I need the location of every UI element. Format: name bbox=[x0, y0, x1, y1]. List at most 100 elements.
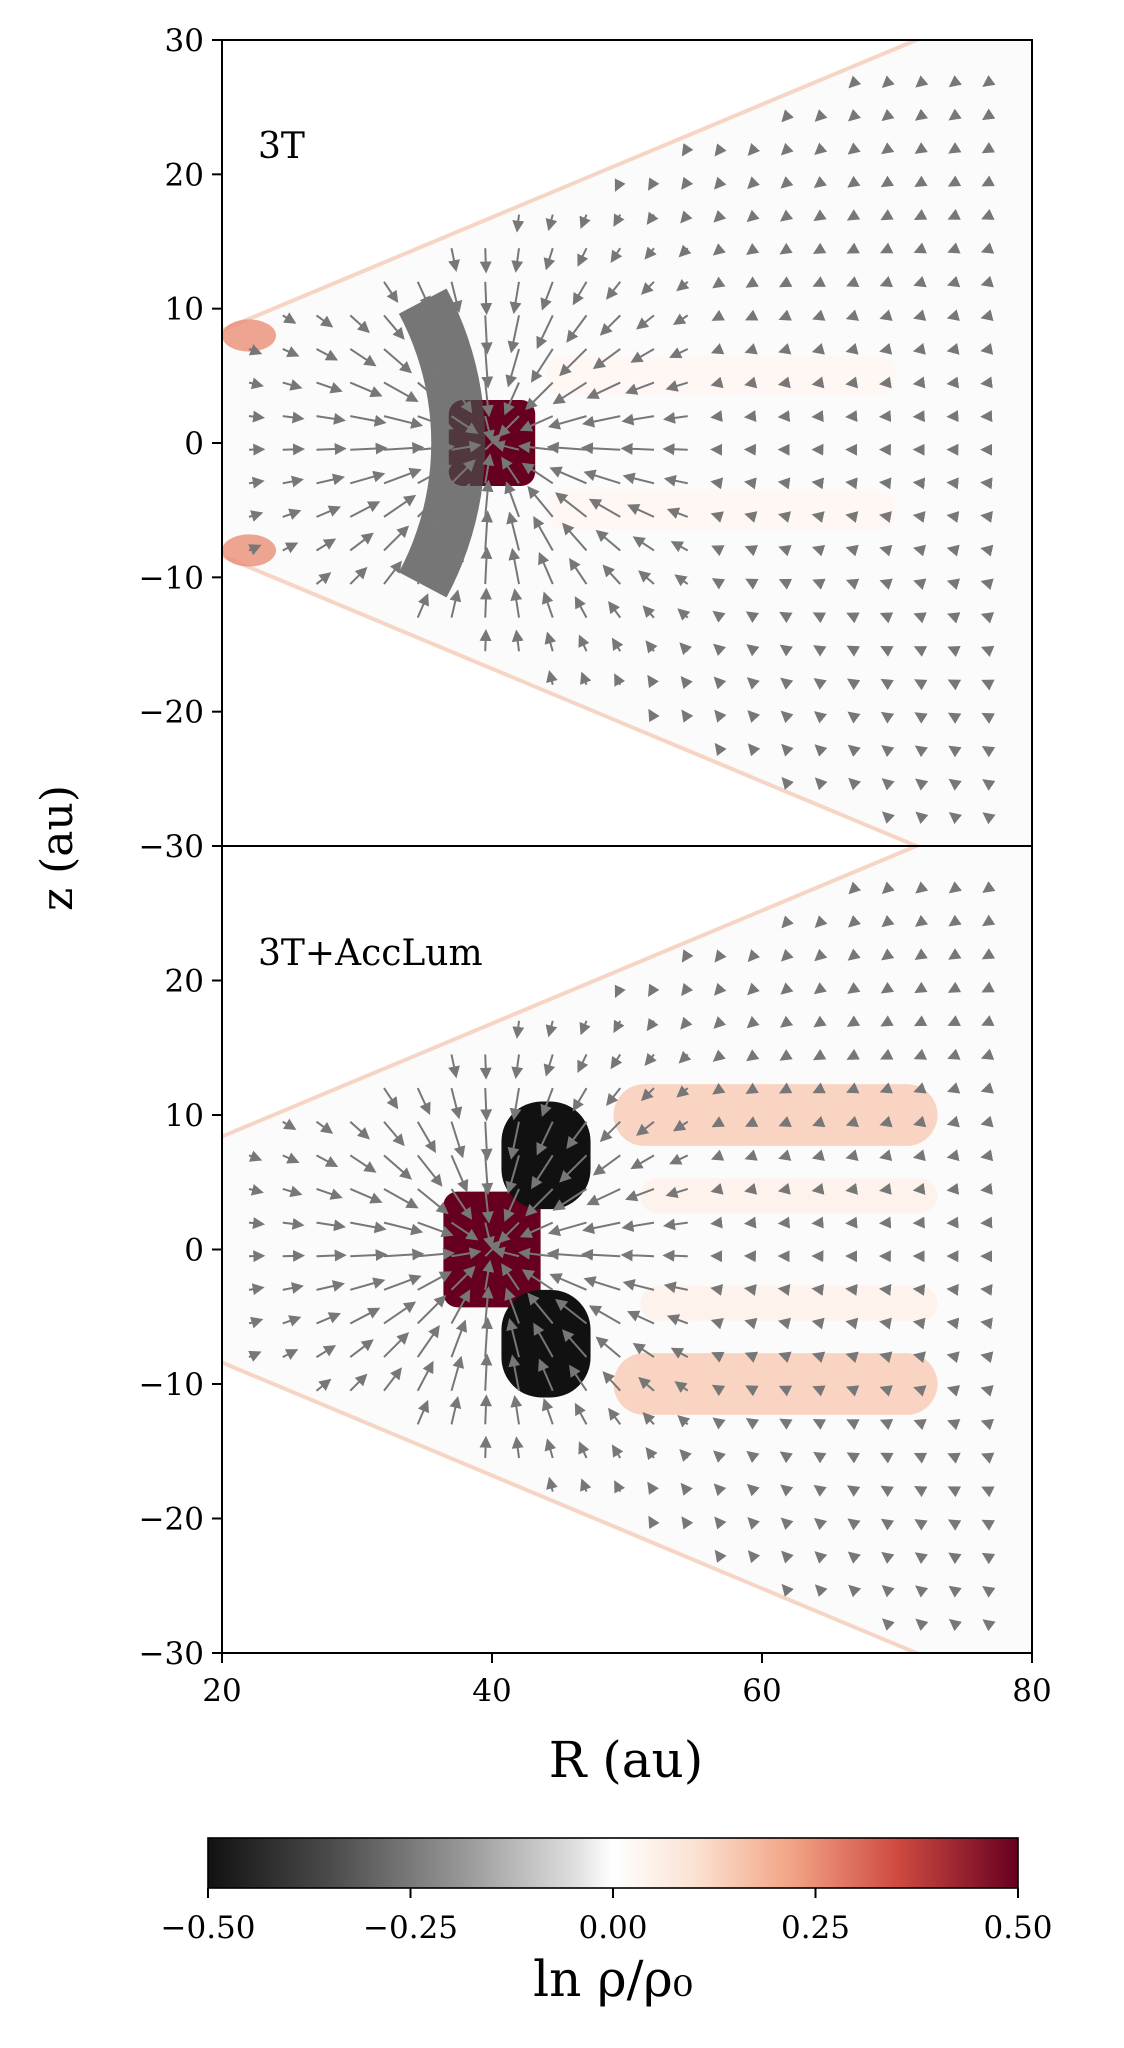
velocity-arrow bbox=[981, 981, 995, 993]
velocity-arrow bbox=[562, 1329, 588, 1358]
velocity-arrow bbox=[881, 881, 895, 895]
velocity-arrow bbox=[845, 544, 859, 557]
velocity-arrow bbox=[611, 637, 624, 652]
velocity-arrow bbox=[580, 1248, 621, 1261]
velocity-arrow bbox=[881, 142, 895, 155]
velocity-arrow bbox=[248, 1350, 262, 1362]
velocity-arrow bbox=[914, 1552, 928, 1565]
velocity-arrow bbox=[678, 244, 692, 258]
velocity-arrow bbox=[316, 1188, 343, 1200]
density-streak bbox=[546, 355, 897, 396]
velocity-arrow bbox=[450, 1221, 479, 1241]
velocity-arrow bbox=[744, 1351, 759, 1363]
velocity-arrow bbox=[448, 248, 460, 273]
velocity-arrow bbox=[511, 1436, 524, 1459]
velocity-arrow bbox=[980, 376, 993, 389]
velocity-arrow bbox=[713, 209, 727, 223]
velocity-arrow bbox=[316, 1280, 345, 1292]
velocity-arrow bbox=[681, 143, 694, 157]
velocity-arrow bbox=[714, 742, 727, 757]
velocity-arrow bbox=[780, 176, 794, 189]
velocity-arrow bbox=[481, 348, 494, 389]
velocity-arrow bbox=[580, 671, 592, 686]
velocity-arrow bbox=[546, 441, 587, 454]
velocity-arrow bbox=[632, 536, 655, 552]
velocity-arrow bbox=[710, 1183, 724, 1195]
velocity-arrow bbox=[479, 1435, 492, 1459]
y-tick-label: 20 bbox=[165, 964, 204, 1000]
velocity-arrow bbox=[614, 1480, 626, 1494]
velocity-arrow bbox=[848, 109, 861, 122]
velocity-arrow bbox=[248, 1283, 265, 1296]
velocity-arrow bbox=[680, 1482, 693, 1496]
velocity-arrow bbox=[811, 1149, 825, 1161]
velocity-arrow bbox=[417, 1188, 449, 1215]
velocity-arrow bbox=[417, 441, 456, 454]
velocity-arrow bbox=[879, 544, 893, 557]
velocity-arrow bbox=[743, 1216, 757, 1229]
velocity-arrow bbox=[416, 281, 431, 309]
velocity-arrow bbox=[349, 1120, 370, 1140]
velocity-arrow bbox=[982, 75, 996, 87]
velocity-arrow bbox=[282, 508, 302, 520]
velocity-arrow bbox=[744, 511, 758, 523]
velocity-arrow bbox=[714, 1516, 727, 1530]
velocity-arrow bbox=[580, 1478, 592, 1492]
velocity-arrow bbox=[625, 381, 655, 395]
velocity-arrow bbox=[980, 1452, 995, 1464]
velocity-arrow bbox=[812, 578, 826, 590]
velocity-arrow bbox=[543, 247, 556, 271]
velocity-arrow bbox=[743, 477, 757, 490]
velocity-arrow bbox=[383, 281, 399, 304]
velocity-arrow bbox=[416, 1154, 443, 1187]
velocity-arrow bbox=[947, 1452, 961, 1464]
underdense-lobe bbox=[501, 1101, 591, 1210]
velocity-arrow bbox=[479, 628, 492, 652]
velocity-arrow bbox=[647, 177, 660, 191]
velocity-arrow bbox=[846, 1419, 860, 1431]
velocity-arrow bbox=[780, 1517, 794, 1531]
velocity-arrow bbox=[282, 1217, 305, 1230]
velocity-arrow bbox=[778, 309, 792, 321]
velocity-arrow bbox=[813, 1015, 827, 1028]
velocity-arrow bbox=[450, 381, 473, 414]
velocity-arrow bbox=[679, 1448, 692, 1462]
velocity-arrow bbox=[679, 642, 692, 656]
velocity-arrow bbox=[947, 1015, 961, 1026]
velocity-arrow bbox=[981, 1015, 995, 1027]
velocity-arrow bbox=[383, 314, 405, 340]
velocity-arrow bbox=[282, 379, 303, 391]
velocity-arrow bbox=[879, 342, 893, 355]
velocity-arrow bbox=[913, 1115, 927, 1128]
velocity-arrow bbox=[714, 143, 727, 157]
velocity-arrow bbox=[947, 1048, 961, 1060]
velocity-arrow bbox=[610, 247, 623, 263]
velocity-arrow bbox=[747, 1516, 761, 1530]
velocity-arrow bbox=[646, 1017, 659, 1032]
velocity-arrow bbox=[666, 507, 689, 519]
velocity-arrow bbox=[681, 176, 694, 190]
velocity-arrow bbox=[583, 469, 621, 485]
heatmap-top bbox=[222, 40, 1032, 846]
velocity-arrow bbox=[248, 344, 263, 356]
velocity-arrow bbox=[912, 477, 926, 490]
velocity-arrow bbox=[638, 1376, 655, 1392]
velocity-arrow bbox=[282, 1249, 306, 1262]
velocity-arrow bbox=[544, 631, 557, 652]
velocity-arrow bbox=[814, 1551, 828, 1564]
velocity-arrow bbox=[980, 275, 994, 288]
velocity-arrow bbox=[572, 1087, 588, 1112]
velocity-arrow bbox=[450, 1289, 471, 1324]
velocity-arrow bbox=[948, 914, 962, 927]
velocity-arrow bbox=[946, 342, 960, 355]
velocity-arrow bbox=[912, 511, 926, 523]
velocity-arrow bbox=[559, 348, 588, 377]
velocity-arrow bbox=[879, 612, 894, 624]
velocity-arrow bbox=[509, 281, 522, 315]
velocity-arrow bbox=[980, 1149, 994, 1162]
velocity-arrow bbox=[710, 376, 724, 389]
velocity-arrow bbox=[915, 1585, 929, 1598]
velocity-arrow bbox=[981, 914, 996, 927]
velocity-arrow bbox=[480, 1121, 493, 1161]
velocity-arrow bbox=[545, 214, 558, 232]
